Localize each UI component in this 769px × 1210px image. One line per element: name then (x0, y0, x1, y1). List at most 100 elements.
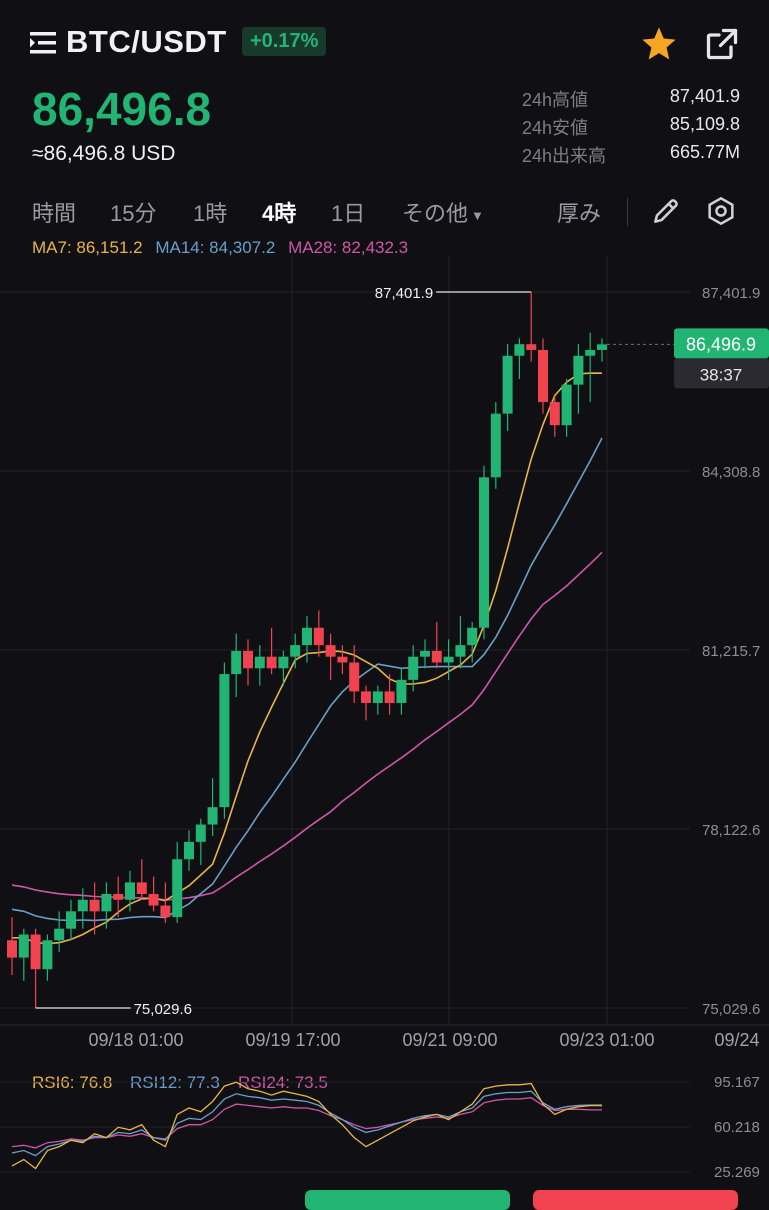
rsi-tick-label: 60.218 (714, 1119, 760, 1136)
x-tick-label: 09/18 01:00 (88, 1030, 183, 1050)
candle-up (101, 893, 112, 912)
change-badge: +0.17% (242, 27, 327, 56)
candle-up (372, 691, 383, 703)
candle-up (54, 928, 65, 941)
stat-volume: 24h出来高 665.77M (522, 142, 740, 170)
stat-low: 24h安値 85,109.8 (522, 114, 740, 142)
candle-up (455, 645, 466, 657)
last-price: 86,496.8 (32, 83, 212, 135)
pair-title[interactable]: BTC/USDT (66, 24, 227, 59)
rsi-tick-label: 95.167 (714, 1074, 760, 1091)
usd-price: ≈86,496.8 USD (32, 142, 176, 165)
candle-down (325, 645, 336, 657)
candle-up (420, 650, 430, 657)
candle-up (77, 899, 88, 912)
ma-legend: MA7: 86,151.2 MA14: 84,307.2 MA28: 82,43… (32, 238, 416, 258)
candle-down (313, 627, 324, 646)
candle-up (467, 627, 478, 646)
candle-down (148, 893, 159, 906)
candle-down (538, 349, 548, 403)
sell-button[interactable] (533, 1190, 738, 1210)
candle-down (349, 662, 360, 692)
candle-up (184, 841, 194, 860)
candle-up (443, 656, 454, 663)
candle-up (66, 911, 76, 929)
ma14-label: MA14: 84,307.2 (155, 238, 276, 257)
stats-panel: 24h高値 87,401.9 24h安値 85,109.8 24h出来高 665… (522, 86, 740, 170)
candle-up (597, 344, 607, 350)
ma7-label: MA7: 86,151.2 (32, 238, 143, 257)
stat-value: 665.77M (669, 142, 740, 162)
x-tick-label: 09/24 (714, 1030, 759, 1050)
candle-down (160, 905, 171, 918)
stat-value: 85,109.8 (669, 114, 740, 134)
rsi6-line (11, 1081, 602, 1170)
tab-depth[interactable]: 厚み (557, 201, 602, 226)
rsi-tick-label: 25.269 (714, 1164, 760, 1181)
stat-label: 24h出来高 (522, 146, 607, 166)
candle-up (42, 940, 53, 970)
candle-down (89, 899, 100, 912)
ticker-header: BTC/USDT +0.17% 86,496.8 ≈86,496.8 USD 2… (0, 0, 769, 190)
tab-1d[interactable]: 1日 (331, 201, 366, 226)
low-marker-label: 75,029.6 (134, 1001, 192, 1018)
countdown-badge (674, 358, 769, 389)
stat-label: 24h高値 (522, 90, 589, 110)
ma28-label: MA28: 82,432.3 (288, 238, 409, 257)
candle-up (502, 355, 513, 414)
tab-15m[interactable]: 15分 (110, 201, 157, 226)
candle-up (219, 674, 230, 808)
candle-up (125, 882, 135, 900)
candle-up (290, 645, 301, 657)
buy-button[interactable] (305, 1190, 510, 1210)
x-tick-label: 09/23 01:00 (559, 1030, 654, 1050)
menu-icon[interactable] (30, 30, 58, 56)
candle-up (18, 934, 29, 958)
x-tick-label: 09/19 17:00 (245, 1030, 340, 1050)
y-tick-label: 75,029.6 (702, 1001, 760, 1018)
x-tick-label: 09/21 09:00 (402, 1030, 497, 1050)
tab-divider (627, 198, 628, 226)
candle-down (136, 882, 147, 894)
candle-down (30, 934, 41, 970)
candle-down (337, 656, 348, 663)
countdown-label: 38:37 (700, 365, 743, 384)
candle-up (479, 477, 489, 628)
rsi24-line (11, 1097, 602, 1149)
tab-4h[interactable]: 4時 (262, 201, 297, 226)
candle-down (431, 650, 442, 663)
tab-more[interactable]: その他 ▼ (402, 196, 484, 228)
candle-up (408, 656, 419, 680)
candle-up (490, 413, 501, 478)
tab-time[interactable]: 時間 (32, 201, 77, 226)
candle-up (514, 344, 525, 356)
pencil-icon[interactable] (650, 195, 682, 227)
tab-1h[interactable]: 1時 (193, 201, 228, 226)
candle-down (113, 893, 124, 900)
settings-icon[interactable] (705, 195, 737, 227)
candlestick-chart[interactable]: 87,401.9 84,308.8 81,215.7 78,122.6 75,029.6… (0, 255, 769, 1200)
interval-tabs: 時間 15分 1時 4時 1日 その他 ▼ 厚み (0, 190, 769, 234)
current-price-label: 86,496.9 (686, 334, 756, 354)
caret-down-icon: ▼ (471, 207, 484, 223)
y-tick-label: 81,215.7 (702, 643, 760, 660)
candle-up (585, 349, 596, 356)
candle-up (207, 807, 218, 825)
candle-down (361, 691, 371, 703)
candle-down (243, 650, 253, 669)
candle-up (561, 384, 572, 426)
stat-label: 24h安値 (522, 118, 589, 138)
share-icon[interactable] (704, 26, 740, 62)
stat-value: 87,401.9 (669, 86, 740, 106)
tab-more-label: その他 (402, 201, 469, 226)
candle-up (254, 656, 265, 669)
candle-up (573, 355, 584, 385)
ma14-line (11, 437, 603, 922)
candle-down (526, 344, 537, 350)
stat-high: 24h高値 87,401.9 (522, 86, 740, 114)
high-marker-label: 87,401.9 (375, 285, 433, 302)
candle-down (549, 402, 560, 426)
candle-up (396, 679, 407, 703)
candle-down (384, 691, 395, 703)
star-icon[interactable] (640, 25, 678, 63)
